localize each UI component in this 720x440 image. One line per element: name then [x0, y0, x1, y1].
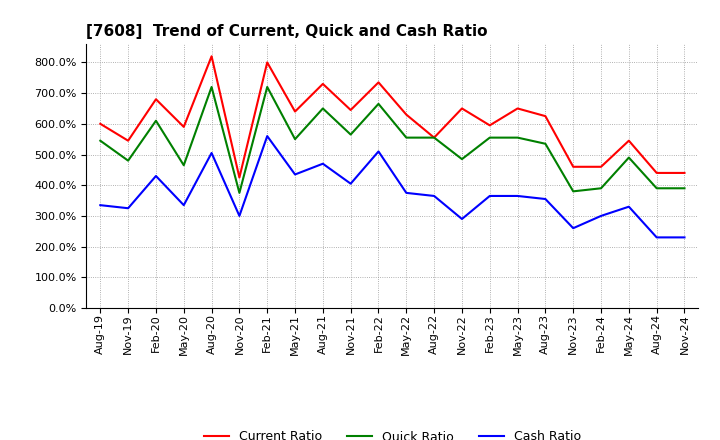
- Quick Ratio: [402, 135, 410, 140]
- Quick Ratio: [291, 136, 300, 142]
- Cash Ratio: [96, 202, 104, 208]
- Cash Ratio: [569, 226, 577, 231]
- Quick Ratio: [96, 138, 104, 143]
- Quick Ratio: [318, 106, 327, 111]
- Cash Ratio: [318, 161, 327, 166]
- Line: Cash Ratio: Cash Ratio: [100, 136, 685, 238]
- Quick Ratio: [263, 84, 271, 90]
- Cash Ratio: [346, 181, 355, 186]
- Cash Ratio: [235, 213, 243, 219]
- Current Ratio: [624, 138, 633, 143]
- Current Ratio: [235, 175, 243, 180]
- Current Ratio: [318, 81, 327, 87]
- Quick Ratio: [346, 132, 355, 137]
- Current Ratio: [96, 121, 104, 126]
- Current Ratio: [680, 170, 689, 176]
- Cash Ratio: [430, 193, 438, 198]
- Current Ratio: [597, 164, 606, 169]
- Current Ratio: [263, 60, 271, 65]
- Quick Ratio: [485, 135, 494, 140]
- Quick Ratio: [207, 84, 216, 90]
- Quick Ratio: [374, 101, 383, 106]
- Quick Ratio: [458, 157, 467, 162]
- Current Ratio: [513, 106, 522, 111]
- Current Ratio: [541, 114, 550, 119]
- Quick Ratio: [152, 118, 161, 123]
- Cash Ratio: [374, 149, 383, 154]
- Current Ratio: [207, 54, 216, 59]
- Cash Ratio: [652, 235, 661, 240]
- Quick Ratio: [179, 163, 188, 168]
- Current Ratio: [374, 80, 383, 85]
- Line: Current Ratio: Current Ratio: [100, 56, 685, 177]
- Current Ratio: [430, 135, 438, 140]
- Quick Ratio: [597, 186, 606, 191]
- Quick Ratio: [541, 141, 550, 147]
- Cash Ratio: [485, 193, 494, 198]
- Current Ratio: [485, 123, 494, 128]
- Cash Ratio: [597, 213, 606, 219]
- Current Ratio: [458, 106, 467, 111]
- Current Ratio: [291, 109, 300, 114]
- Quick Ratio: [124, 158, 132, 163]
- Current Ratio: [124, 138, 132, 143]
- Cash Ratio: [624, 204, 633, 209]
- Quick Ratio: [680, 186, 689, 191]
- Cash Ratio: [179, 202, 188, 208]
- Cash Ratio: [513, 193, 522, 198]
- Quick Ratio: [235, 190, 243, 195]
- Cash Ratio: [263, 133, 271, 139]
- Current Ratio: [402, 112, 410, 117]
- Current Ratio: [346, 107, 355, 113]
- Cash Ratio: [402, 190, 410, 195]
- Quick Ratio: [652, 186, 661, 191]
- Quick Ratio: [569, 189, 577, 194]
- Cash Ratio: [458, 216, 467, 222]
- Text: [7608]  Trend of Current, Quick and Cash Ratio: [7608] Trend of Current, Quick and Cash …: [86, 24, 488, 39]
- Cash Ratio: [541, 196, 550, 202]
- Current Ratio: [179, 124, 188, 129]
- Cash Ratio: [680, 235, 689, 240]
- Line: Quick Ratio: Quick Ratio: [100, 87, 685, 193]
- Cash Ratio: [207, 150, 216, 156]
- Cash Ratio: [291, 172, 300, 177]
- Quick Ratio: [624, 155, 633, 160]
- Current Ratio: [569, 164, 577, 169]
- Quick Ratio: [513, 135, 522, 140]
- Current Ratio: [652, 170, 661, 176]
- Legend: Current Ratio, Quick Ratio, Cash Ratio: Current Ratio, Quick Ratio, Cash Ratio: [199, 425, 586, 440]
- Cash Ratio: [152, 173, 161, 179]
- Quick Ratio: [430, 135, 438, 140]
- Current Ratio: [152, 97, 161, 102]
- Cash Ratio: [124, 205, 132, 211]
